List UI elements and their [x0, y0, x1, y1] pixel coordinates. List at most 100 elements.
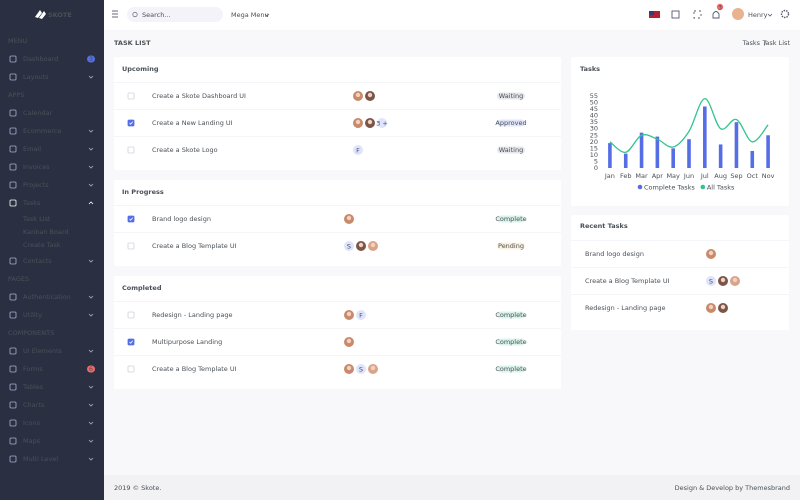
menu-item[interactable]: Forms [23, 365, 43, 373]
y-tick-label: 40 [590, 112, 598, 120]
footer-left: 2019 © Skote. [114, 484, 161, 492]
breadcrumb-link[interactable]: Tasks [742, 39, 761, 47]
avatar-text: F [359, 311, 363, 319]
submenu-item[interactable]: Kanban Board [23, 228, 69, 236]
submenu-item[interactable]: Create Task [23, 241, 61, 249]
status-badge [497, 338, 525, 346]
task-name: Create a Skote Logo [152, 146, 218, 154]
status-badge [497, 365, 525, 373]
notification-badge [716, 3, 724, 11]
avatar-text: S [709, 277, 713, 285]
task-name: Create a Blog Template UI [585, 277, 670, 285]
menu-item[interactable]: Dashboard [23, 55, 58, 63]
avatar-text: F [356, 146, 360, 154]
status-text: Complete [495, 215, 526, 223]
avatar-face [370, 365, 376, 371]
menu-item[interactable]: Multi Level [23, 455, 58, 463]
avatar-face [355, 92, 361, 98]
section-title: COMPONENTS [8, 329, 54, 337]
status-text: Complete [495, 338, 526, 346]
checkbox[interactable] [127, 146, 135, 154]
section-title: APPS [8, 91, 24, 99]
menu-icon [9, 365, 17, 373]
menu-icon [9, 127, 17, 135]
status-text: Waiting [499, 92, 523, 100]
checkbox[interactable] [127, 242, 135, 250]
menu-item[interactable]: Icons [23, 419, 41, 427]
search-icon [132, 11, 138, 18]
avatar-face [346, 215, 352, 221]
breadcrumb-current: Task List [762, 39, 791, 47]
fullscreen-icon[interactable] [693, 10, 702, 19]
menu-item[interactable]: Projects [23, 181, 49, 189]
submenu-item[interactable]: Task List [22, 215, 51, 223]
task-name: Redesign - Landing page [585, 304, 665, 312]
status-text: Complete [495, 311, 526, 319]
mega-menu[interactable]: Mega Menu [231, 11, 269, 19]
menu-item[interactable]: Calendar [23, 109, 53, 117]
logo-icon [35, 10, 46, 19]
apps-icon[interactable] [671, 10, 680, 19]
bell-icon[interactable] [712, 11, 720, 19]
settings-icon[interactable] [780, 9, 790, 19]
user-avatar[interactable] [732, 8, 744, 20]
menu-item[interactable]: Authentication [23, 293, 71, 301]
y-tick-label: 0 [594, 164, 598, 172]
menu-item[interactable]: Ecommerce [23, 127, 61, 135]
bar [718, 144, 723, 168]
badge [87, 365, 95, 373]
badge [87, 55, 95, 63]
flag[interactable] [649, 11, 660, 18]
avatar-face [355, 119, 361, 125]
menu-item[interactable]: UI Elements [23, 347, 63, 355]
checkbox[interactable] [127, 365, 135, 373]
bar [750, 150, 755, 168]
y-tick-label: 10 [590, 151, 598, 159]
status-badge [497, 215, 525, 223]
section-title: MENU [8, 37, 28, 45]
page-title: TASK LIST [114, 39, 151, 47]
menu-item[interactable]: Layouts [23, 73, 49, 81]
notification-count: 3 [718, 3, 722, 11]
card-title: In Progress [122, 188, 164, 196]
menu-icon [9, 383, 17, 391]
chevron [88, 75, 94, 79]
menu-item[interactable]: Maps [23, 437, 41, 445]
status-text: Waiting [499, 146, 523, 154]
menu-icon [9, 347, 17, 355]
avatar-letter [355, 363, 367, 375]
checkbox[interactable] [127, 215, 135, 223]
status-badge [497, 242, 525, 250]
bar [623, 153, 628, 168]
bar [734, 122, 739, 168]
chevron [88, 295, 94, 299]
checkmark [129, 217, 133, 221]
menu-item[interactable]: Charts [23, 401, 45, 409]
menu-item[interactable]: Email [23, 145, 41, 153]
menu-icon [9, 455, 17, 463]
avatar-face [367, 119, 373, 125]
checkbox[interactable] [127, 119, 135, 127]
menu-item[interactable]: Invoices [23, 163, 50, 171]
chart-card [571, 57, 789, 206]
avatar-letter [355, 309, 367, 321]
menu-item[interactable]: Contacts [23, 257, 52, 265]
checkbox[interactable] [127, 311, 135, 319]
checkbox[interactable] [127, 338, 135, 346]
menu-icon [9, 293, 17, 301]
search-placeholder: Search... [142, 11, 171, 19]
menu-icon [9, 163, 17, 171]
bar [655, 136, 660, 168]
checkbox[interactable] [127, 92, 135, 100]
card-title: Completed [122, 284, 162, 292]
menu-item[interactable]: Tables [22, 383, 44, 391]
menu-item[interactable]: Tasks [22, 199, 41, 207]
user-name: Henry [748, 11, 768, 19]
menu-item[interactable]: Utility [23, 311, 42, 319]
legend-label: Complete Tasks [644, 183, 695, 191]
checkmark [129, 340, 133, 344]
avatar-letter [705, 275, 717, 287]
search-box[interactable] [127, 7, 223, 22]
task-name: Multipurpose Landing [152, 338, 222, 346]
y-tick-label: 30 [590, 125, 598, 133]
